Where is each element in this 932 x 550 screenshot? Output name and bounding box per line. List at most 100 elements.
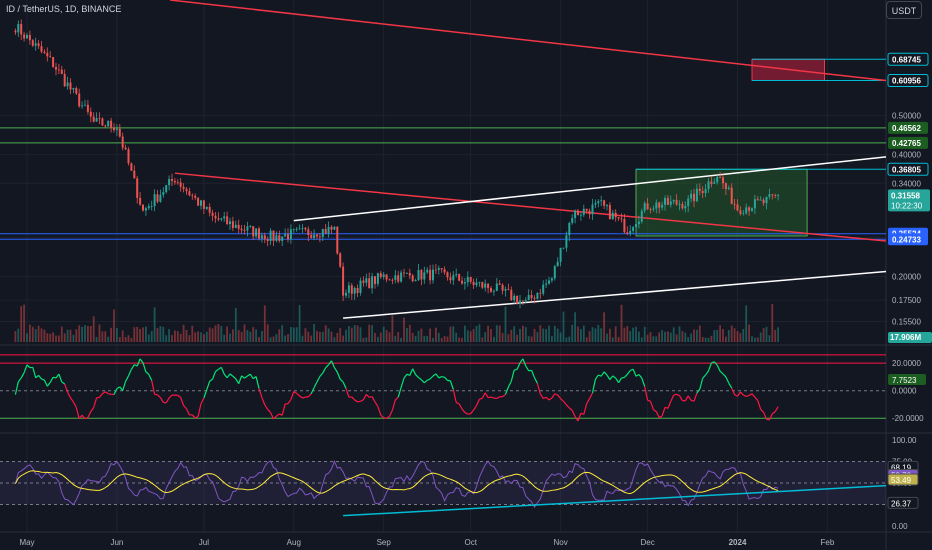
osc-segment: [658, 415, 663, 419]
currency-button[interactable]: USDT: [886, 1, 922, 19]
candle-body: [733, 203, 736, 205]
volume-bar: [466, 330, 469, 342]
volume-bar: [545, 329, 547, 342]
osc-segment: [177, 394, 182, 398]
volume-bar: [81, 326, 83, 342]
volume-bar: [63, 333, 66, 342]
volume-bar: [420, 328, 423, 342]
osc-segment: [432, 373, 437, 377]
osc-segment: [64, 383, 69, 393]
volume-bar: [574, 312, 576, 342]
candle-body: [443, 269, 446, 273]
volume-bar: [258, 336, 260, 342]
candle-body: [17, 23, 20, 33]
osc-segment: [238, 375, 243, 384]
volume-bar: [362, 337, 365, 342]
level-tag-label: 0.68745: [892, 55, 921, 64]
osc-segment: [223, 373, 228, 379]
candle-body: [472, 281, 475, 286]
candle-body: [263, 235, 266, 240]
candle-body: [313, 234, 316, 238]
candle-body: [136, 178, 139, 198]
volume-bar: [87, 325, 89, 342]
candle-body: [414, 280, 417, 282]
candle-body: [356, 287, 359, 293]
volume-bar: [356, 325, 359, 342]
candle-body: [655, 202, 658, 209]
volume-bar: [617, 337, 620, 342]
osc-segment: [229, 373, 234, 377]
osc-segment: [43, 379, 48, 387]
osc-segment: [127, 369, 132, 377]
osc-segment: [139, 358, 144, 364]
candle-body: [742, 213, 745, 214]
osc-segment: [310, 387, 315, 395]
osc-segment: [673, 393, 677, 396]
candle-body: [568, 222, 571, 236]
osc-segment: [299, 395, 303, 399]
candle-body: [327, 226, 330, 234]
volume-bar: [582, 325, 585, 342]
osc-segment: [360, 399, 364, 402]
osc-segment: [386, 415, 390, 419]
osc-segment: [539, 393, 544, 399]
candle-body: [385, 274, 388, 280]
osc-segment: [766, 418, 770, 421]
volume-bar: [495, 325, 498, 342]
volume-bar: [759, 332, 762, 342]
last-price-tag: [888, 189, 930, 212]
osc-segment: [655, 411, 660, 418]
candle-body: [231, 221, 234, 228]
osc-segment: [90, 407, 95, 412]
volume-bar: [171, 335, 173, 342]
candle-body: [652, 208, 655, 210]
osc-segment: [371, 396, 376, 403]
osc-segment: [771, 411, 776, 415]
osc-segment: [104, 391, 109, 395]
volume-bar: [609, 328, 611, 342]
osc-segment: [200, 397, 205, 404]
osc-segment: [316, 376, 321, 383]
volume-bar: [168, 329, 170, 342]
osc-segment: [49, 376, 54, 383]
rsi-value-tag: [887, 473, 919, 486]
volume-bar: [739, 333, 742, 342]
candle-body: [153, 194, 156, 207]
level-tag-label: 0.42765: [892, 139, 921, 148]
candle-body: [597, 201, 600, 204]
level-tag-label: 0.24733: [892, 235, 921, 244]
osc-segment: [470, 409, 475, 415]
osc-segment: [415, 374, 419, 378]
osc-segment: [516, 362, 521, 370]
volume-bar: [243, 324, 246, 342]
volume-bar: [165, 335, 168, 342]
candle-body: [632, 227, 635, 231]
volume-bar: [536, 332, 539, 342]
volume-bar: [269, 337, 272, 342]
osc-segment: [20, 372, 25, 379]
osc-segment: [72, 401, 77, 408]
candle-body: [121, 136, 124, 148]
volume-bar: [121, 330, 124, 342]
volume-bar: [649, 332, 652, 342]
volume-bar: [580, 329, 582, 342]
candle-body: [321, 229, 324, 238]
candle-body: [78, 93, 81, 107]
volume-bar: [727, 330, 730, 342]
osc-segment: [258, 388, 263, 398]
candle-body: [521, 300, 524, 302]
osc-tick-label: 20.0000: [892, 359, 921, 368]
candle-body: [52, 57, 55, 68]
candle-body: [504, 289, 507, 291]
volume-bar: [551, 336, 553, 342]
volume-bar: [684, 332, 687, 342]
candle-body: [614, 212, 617, 218]
candle-body: [89, 111, 92, 117]
osc-segment: [319, 372, 324, 377]
volume-bar: [484, 332, 487, 342]
volume-bar: [614, 326, 617, 342]
volume-bar: [669, 332, 672, 342]
osc-segment: [362, 394, 367, 401]
volume-bar: [75, 329, 78, 342]
